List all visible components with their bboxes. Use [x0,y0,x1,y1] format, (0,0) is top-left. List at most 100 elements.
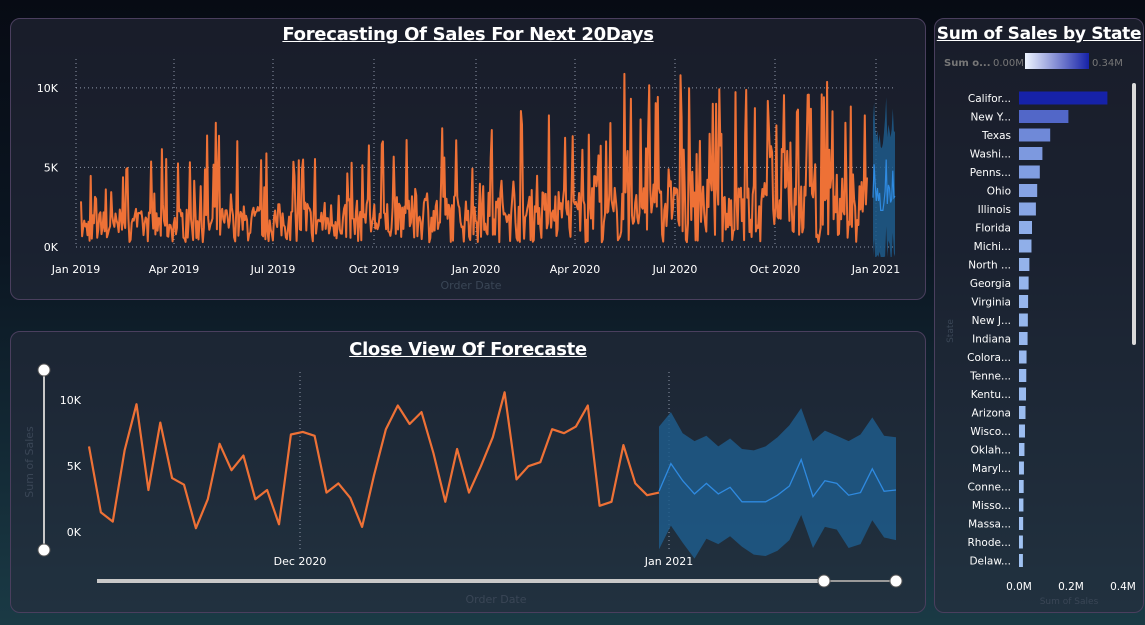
state-bar [1019,424,1025,438]
state-label: Misso... [972,500,1011,512]
forecast-x-tick: Oct 2019 [349,263,400,276]
state-bar [1019,239,1032,253]
state-bar [1019,443,1025,456]
state-bar [1019,498,1024,512]
forecast-y-tick: 10K [37,82,59,95]
state-label: Penns... [970,167,1011,179]
state-bar [1019,258,1030,271]
state-label: Wisco... [970,426,1011,438]
forecast-x-tick: Oct 2020 [750,263,801,276]
forecast-sales-line [872,159,896,211]
state-bar [1019,369,1027,382]
state-x-tick: 0.4M [1110,581,1136,593]
state-bar [1019,461,1024,475]
state-bar [1019,480,1024,493]
legend-label: Sum o... [944,58,991,69]
state-label: North ... [968,260,1011,272]
forecast-y-tick: 5K [44,161,59,174]
close-view-panel: Close View Of Forecaste 0K 5K 10K Dec 2020… [10,331,926,613]
x-zoom-slider-handle-left[interactable] [817,574,831,588]
state-bar [1019,387,1027,401]
state-label: Illinois [978,204,1011,216]
forecast-y-tick: 0K [44,241,59,254]
state-bar [1019,147,1043,160]
state-bar [1019,313,1028,327]
state-sales-chart: Sum o... 0.00M 0.34M Califor... New Y... T… [944,53,1136,607]
state-x-tick: 0.0M [1006,581,1032,593]
state-bar [1019,202,1036,216]
y-zoom-slider-handle-bottom[interactable] [37,543,51,557]
state-label: Florida [975,223,1011,235]
state-y-axis-label: State [946,319,956,343]
state-label: Kentu... [971,389,1011,401]
state-x-tick: 0.2M [1058,581,1084,593]
state-bar [1019,554,1023,567]
state-x-axis-label: Sum of Sales [1040,597,1099,607]
close-view-y-tick: 5K [67,460,82,473]
state-bar [1019,295,1029,308]
actual-sales-line [80,72,868,244]
y-zoom-slider-handle-top[interactable] [37,363,51,377]
forecast-x-tick: Jan 2019 [51,263,100,276]
state-label: Colora... [967,352,1011,364]
close-view-x-tick: Jan 2021 [644,555,693,568]
state-label: Virginia [971,297,1011,309]
state-sales-panel: Sum of Sales by State Sum o... 0.00M 0.3… [934,18,1144,613]
state-bar [1019,184,1038,197]
state-label: New Y... [970,112,1011,124]
state-label: Conne... [967,482,1011,494]
state-label: Arizona [972,408,1011,420]
state-label: Ohio [987,186,1011,198]
state-label: Georgia [970,278,1011,290]
state-bar [1019,128,1051,142]
forecast-x-tick: Jul 2020 [652,263,698,276]
close-view-y-tick: 0K [67,526,82,539]
state-label: Indiana [972,334,1011,346]
state-label: Texas [981,130,1011,142]
state-label: Maryl... [972,463,1011,475]
close-view-x-axis-label: Order Date [465,593,526,606]
state-bars [1019,91,1108,567]
state-label: Michi... [974,241,1011,253]
forecast-band-area [873,97,895,258]
close-view-y-tick: 10K [60,394,82,407]
state-bar [1019,110,1069,123]
state-label: Oklah... [971,445,1011,457]
close-view-y-axis-label: Sum of Sales [23,426,36,498]
forecast-x-tick: Jan 2021 [851,263,900,276]
close-view-y-ticks: 0K 5K 10K [60,394,82,539]
state-list-scrollbar[interactable] [1132,83,1136,345]
close-view-gridlines [299,372,670,550]
close-view-chart: 0K 5K 10K Dec 2020 Jan 2021 Sum of Sales Or… [23,363,903,606]
state-x-ticks: 0.0M 0.2M 0.4M [1006,581,1136,593]
state-labels: Califor... New Y... Texas Washi... Penns... O… [967,93,1011,568]
state-bar [1019,276,1029,290]
forecast-confidence-band [873,97,895,258]
forecast-x-ticks: Jan 2019 Apr 2019 Jul 2019 Oct 2019 Jan 2020… [51,263,900,276]
legend-min-label: 0.00M [993,58,1024,69]
close-view-forecast-line [658,457,897,503]
state-label: Delaw... [969,556,1011,568]
state-label: New J... [972,315,1011,327]
state-bar [1019,517,1024,530]
close-view-confidence-band [659,408,896,559]
x-zoom-slider-handle-right[interactable] [889,574,903,588]
forecast-y-ticks: 0K 5K 10K [37,82,59,254]
forecast-panel: Forecasting Of Sales For Next 20Days 0K 5… [10,18,926,300]
state-sales-panel-title: Sum of Sales by State [936,24,1142,44]
state-bar [1019,165,1040,179]
state-bar [1019,332,1028,345]
forecast-x-tick: Jul 2019 [250,263,296,276]
legend-max-label: 0.34M [1092,58,1123,69]
forecast-x-tick: Apr 2019 [149,263,200,276]
close-view-x-tick: Dec 2020 [274,555,327,568]
close-view-x-ticks: Dec 2020 Jan 2021 [274,555,694,568]
state-label: Washi... [970,149,1011,161]
forecast-x-tick: Apr 2020 [550,263,601,276]
state-bar [1019,406,1026,419]
state-label: Califor... [968,93,1011,105]
forecast-x-tick: Jan 2020 [451,263,500,276]
state-label: Tenne... [969,371,1011,383]
forecast-chart: 0K 5K 10K Jan 2019 Apr 2019 Jul 2019 Oct 2019… [37,59,900,292]
forecast-panel-title: Forecasting Of Sales For Next 20Days [282,24,654,45]
